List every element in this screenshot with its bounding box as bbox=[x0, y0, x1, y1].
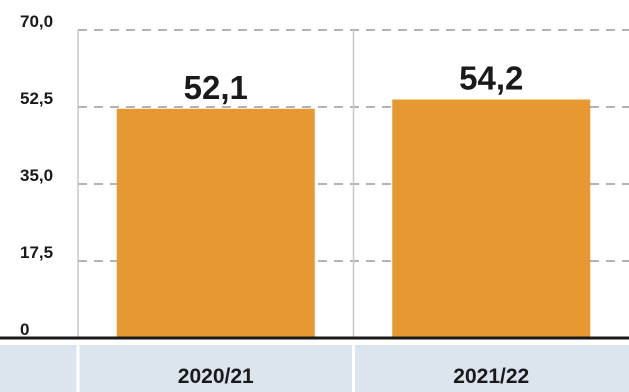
bar bbox=[116, 108, 315, 338]
bar-value-label: 52,1 bbox=[184, 69, 248, 106]
bar-value-label: 54,2 bbox=[459, 60, 523, 97]
x-category-label: 2020/21 bbox=[178, 365, 254, 388]
y-tick-label: 17,5 bbox=[20, 243, 53, 262]
x-category-label: 2021/22 bbox=[453, 365, 529, 388]
bar bbox=[392, 99, 591, 339]
category-band bbox=[0, 345, 629, 392]
y-tick-label: 35,0 bbox=[20, 166, 53, 185]
y-tick-label: 70,0 bbox=[20, 12, 53, 31]
y-tick-label: 52,5 bbox=[20, 89, 53, 108]
y-tick-label: 0 bbox=[20, 320, 29, 339]
